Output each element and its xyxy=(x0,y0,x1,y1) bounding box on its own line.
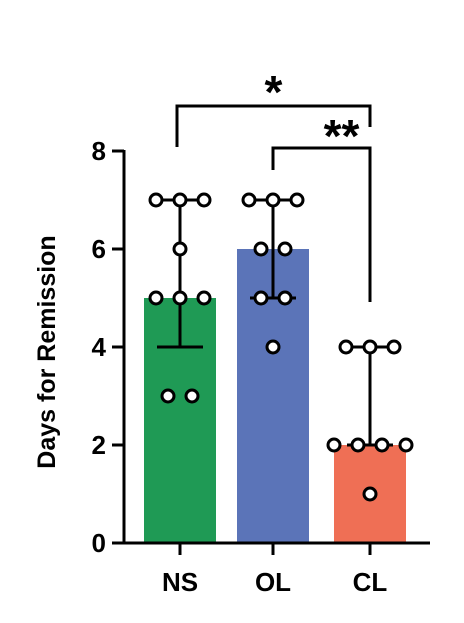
data-point xyxy=(160,388,176,404)
data-point xyxy=(374,437,390,453)
data-point xyxy=(241,192,257,208)
data-point xyxy=(253,241,269,257)
data-point xyxy=(289,192,305,208)
significance-label: * xyxy=(265,66,283,118)
data-point xyxy=(265,339,281,355)
data-point xyxy=(172,241,188,257)
y-tick-label: 2 xyxy=(92,430,106,460)
data-point xyxy=(184,388,200,404)
significance-bracket-ol-cl: ** xyxy=(271,110,372,302)
data-point xyxy=(196,192,212,208)
data-point xyxy=(338,339,354,355)
y-tick-label: 6 xyxy=(92,234,106,264)
x-tick-label-ol: OL xyxy=(255,567,291,597)
data-points-ol xyxy=(241,192,305,355)
data-point xyxy=(398,437,414,453)
error-bar-cl xyxy=(347,345,393,447)
data-point xyxy=(172,290,188,306)
bracket-line xyxy=(175,104,372,147)
y-tick-label: 8 xyxy=(92,136,106,166)
significance-bracket-ns-cl: * xyxy=(175,66,372,147)
data-point xyxy=(362,486,378,502)
data-point xyxy=(148,192,164,208)
data-point xyxy=(277,290,293,306)
x-tick-label-cl: CL xyxy=(353,567,388,597)
data-point xyxy=(350,437,366,453)
data-point xyxy=(172,192,188,208)
data-point xyxy=(326,437,342,453)
data-point xyxy=(386,339,402,355)
data-point xyxy=(265,192,281,208)
significance-label: ** xyxy=(324,110,360,162)
data-point xyxy=(362,339,378,355)
y-axis-title: Days for Remission xyxy=(33,235,61,468)
data-point xyxy=(196,290,212,306)
data-points-cl xyxy=(326,339,414,502)
data-points-ns xyxy=(148,192,212,404)
y-tick-label: 4 xyxy=(92,332,107,362)
y-tick-label: 0 xyxy=(92,528,106,558)
x-tick-label-ns: NS xyxy=(162,567,198,597)
data-point xyxy=(277,241,293,257)
data-point xyxy=(253,290,269,306)
data-point xyxy=(148,290,164,306)
bracket-line xyxy=(271,146,372,302)
